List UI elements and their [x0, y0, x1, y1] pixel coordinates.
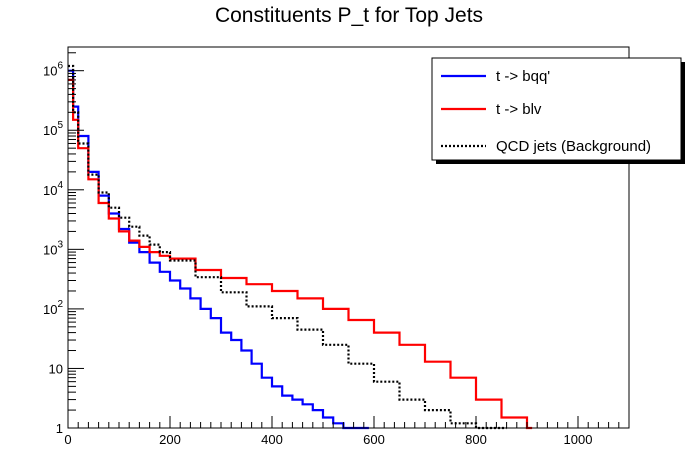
plot-frame: [67, 46, 630, 429]
y-tick-label: 106: [43, 61, 63, 79]
y-tick-exponent: 5: [57, 120, 63, 131]
y-tick-label: 105: [43, 120, 63, 138]
x-tick-label: 1000: [564, 432, 593, 447]
y-tick-exponent: 4: [57, 180, 63, 191]
x-tick-label: 800: [465, 432, 487, 447]
plot-lines: [68, 64, 533, 430]
x-tick-label: 0: [64, 432, 71, 447]
y-tick-base: 10: [49, 361, 63, 376]
y-tick-base: 1: [56, 421, 63, 436]
legend: t -> bqq' t -> blv QCD jets (Background): [431, 57, 685, 164]
y-tick-exponent: 3: [57, 239, 63, 250]
y-tick-label: 102: [43, 299, 63, 317]
x-tick-label: 400: [261, 432, 283, 447]
x-tick-label: 600: [363, 432, 385, 447]
series-line-2: [68, 64, 507, 430]
series-line-0: [68, 69, 369, 430]
series-line-1: [68, 78, 533, 430]
legend-entries: t -> bqq' t -> blv QCD jets (Background): [441, 68, 651, 155]
y-tick-base: 10: [43, 242, 57, 257]
x-axis: 0 200 400 600 800 1000: [64, 416, 630, 447]
y-tick-base: 10: [43, 183, 57, 198]
y-tick-base: 10: [43, 64, 57, 79]
y-tick-base: 10: [43, 302, 57, 317]
x-tick-label: 200: [159, 432, 181, 447]
chart-title: Constituents P_t for Top Jets: [214, 4, 484, 27]
legend-label-1: t -> blv: [496, 101, 542, 118]
y-tick-label: 103: [43, 239, 63, 257]
legend-label-2: QCD jets (Background): [496, 138, 651, 155]
y-tick-exponent: 6: [57, 61, 63, 72]
legend-label-0: t -> bqq': [496, 68, 550, 85]
y-tick-exponent: 2: [57, 299, 63, 310]
y-tick-label: 1: [56, 421, 63, 436]
y-tick-label: 10: [49, 361, 63, 376]
y-tick-label: 104: [43, 180, 63, 198]
y-tick-base: 10: [43, 123, 57, 138]
